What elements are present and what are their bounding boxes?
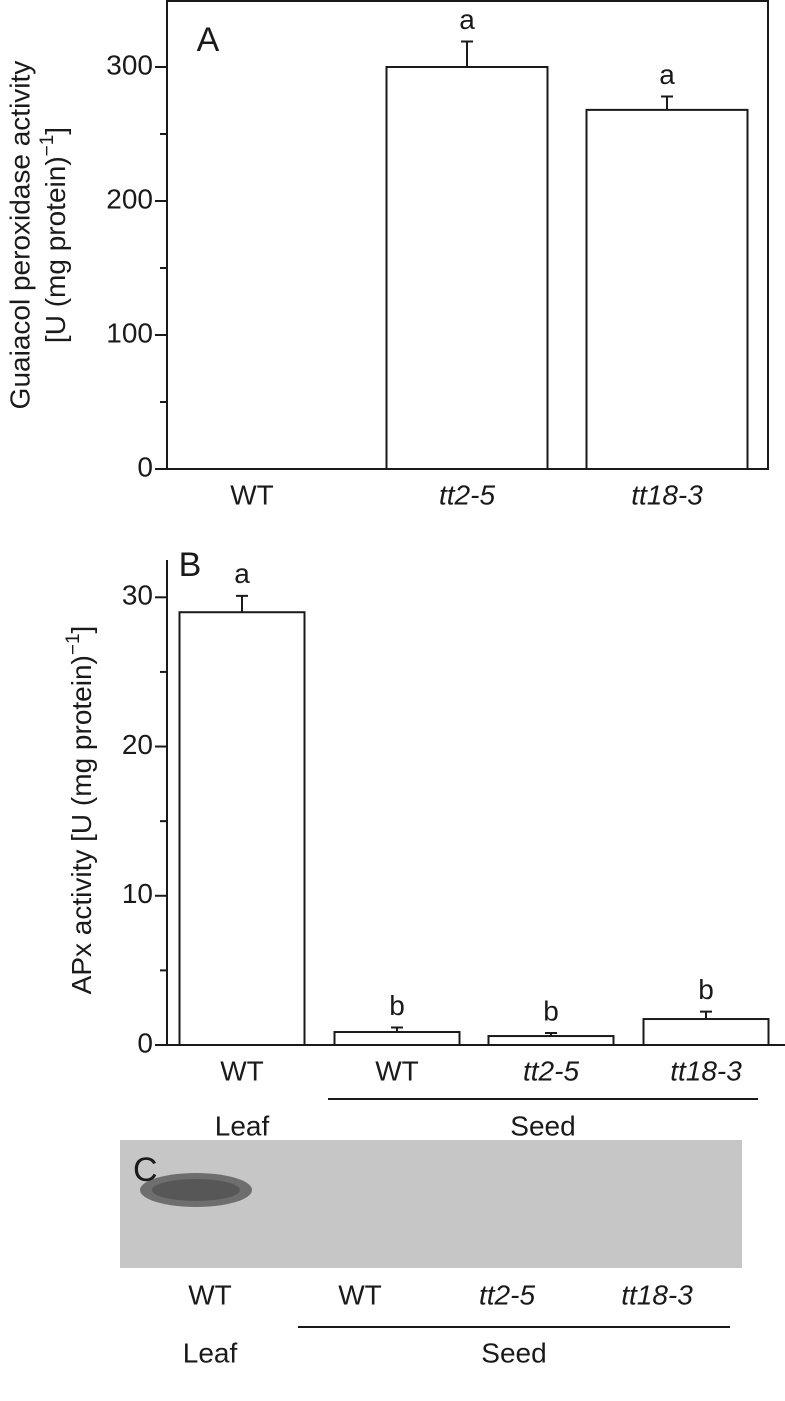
panel-label: B [179,546,202,584]
panel-label: A [197,21,220,59]
error-bar [391,1026,403,1033]
x-tick-label: tt18-3 [631,479,703,510]
group-label: Seed [510,1110,575,1141]
y-tick-label: 0 [137,1027,153,1058]
y-tick-label: 100 [106,317,153,348]
lane-label: tt2-5 [479,1279,535,1310]
x-tick-label: tt18-3 [670,1055,742,1086]
gel-band-core [152,1179,240,1201]
y-axis-label: APx activity [U (mg protein)−1] [63,626,97,995]
x-tick-label: tt2-5 [523,1055,579,1086]
y-tick-label: 10 [122,878,153,909]
x-tick-label: WT [375,1055,419,1086]
bar [333,1031,461,1047]
significance-letter: a [659,59,675,90]
lane-label: tt18-3 [621,1279,693,1310]
error-bar [661,95,673,110]
bar [385,66,549,470]
error-bar [700,1010,712,1020]
bar [585,108,749,470]
y-axis-label-close: ] [66,626,97,634]
significance-letter: b [543,995,559,1026]
error-bar [461,40,473,67]
lane-label: WT [338,1279,382,1310]
x-tick-label: WT [230,479,274,510]
y-axis-label: Guaiacol peroxidase activity [4,61,35,410]
y-axis-label-text: [U (mg protein) [40,156,71,343]
y-tick-label: 300 [106,49,153,80]
significance-letter: b [389,990,405,1021]
y-axis-label-close: ] [40,127,71,135]
group-label: Seed [481,1337,546,1368]
y-axis-label-text: APx activity [U (mg protein) [66,655,97,994]
significance-letter: a [234,558,250,589]
group-label: Leaf [183,1337,238,1368]
x-tick-label: WT [220,1055,264,1086]
y-axis-label-sup: −1 [63,633,84,655]
error-bar [545,1032,557,1037]
lane-label: WT [188,1279,232,1310]
y-axis-label: [U (mg protein)−1] [37,127,71,343]
error-bar [236,594,248,613]
y-tick-label: 0 [137,451,153,482]
y-tick-label: 30 [122,580,153,611]
significance-letter: b [698,974,714,1005]
bar [178,611,306,1046]
y-tick-label: 200 [106,183,153,214]
panel-label: C [133,1151,158,1189]
x-tick-label: tt2-5 [439,479,495,510]
bar [642,1018,770,1047]
y-axis-label-sup: −1 [37,135,58,157]
group-label: Leaf [215,1110,270,1141]
y-tick-label: 20 [122,729,153,760]
bar [487,1035,615,1046]
significance-letter: a [459,4,475,35]
